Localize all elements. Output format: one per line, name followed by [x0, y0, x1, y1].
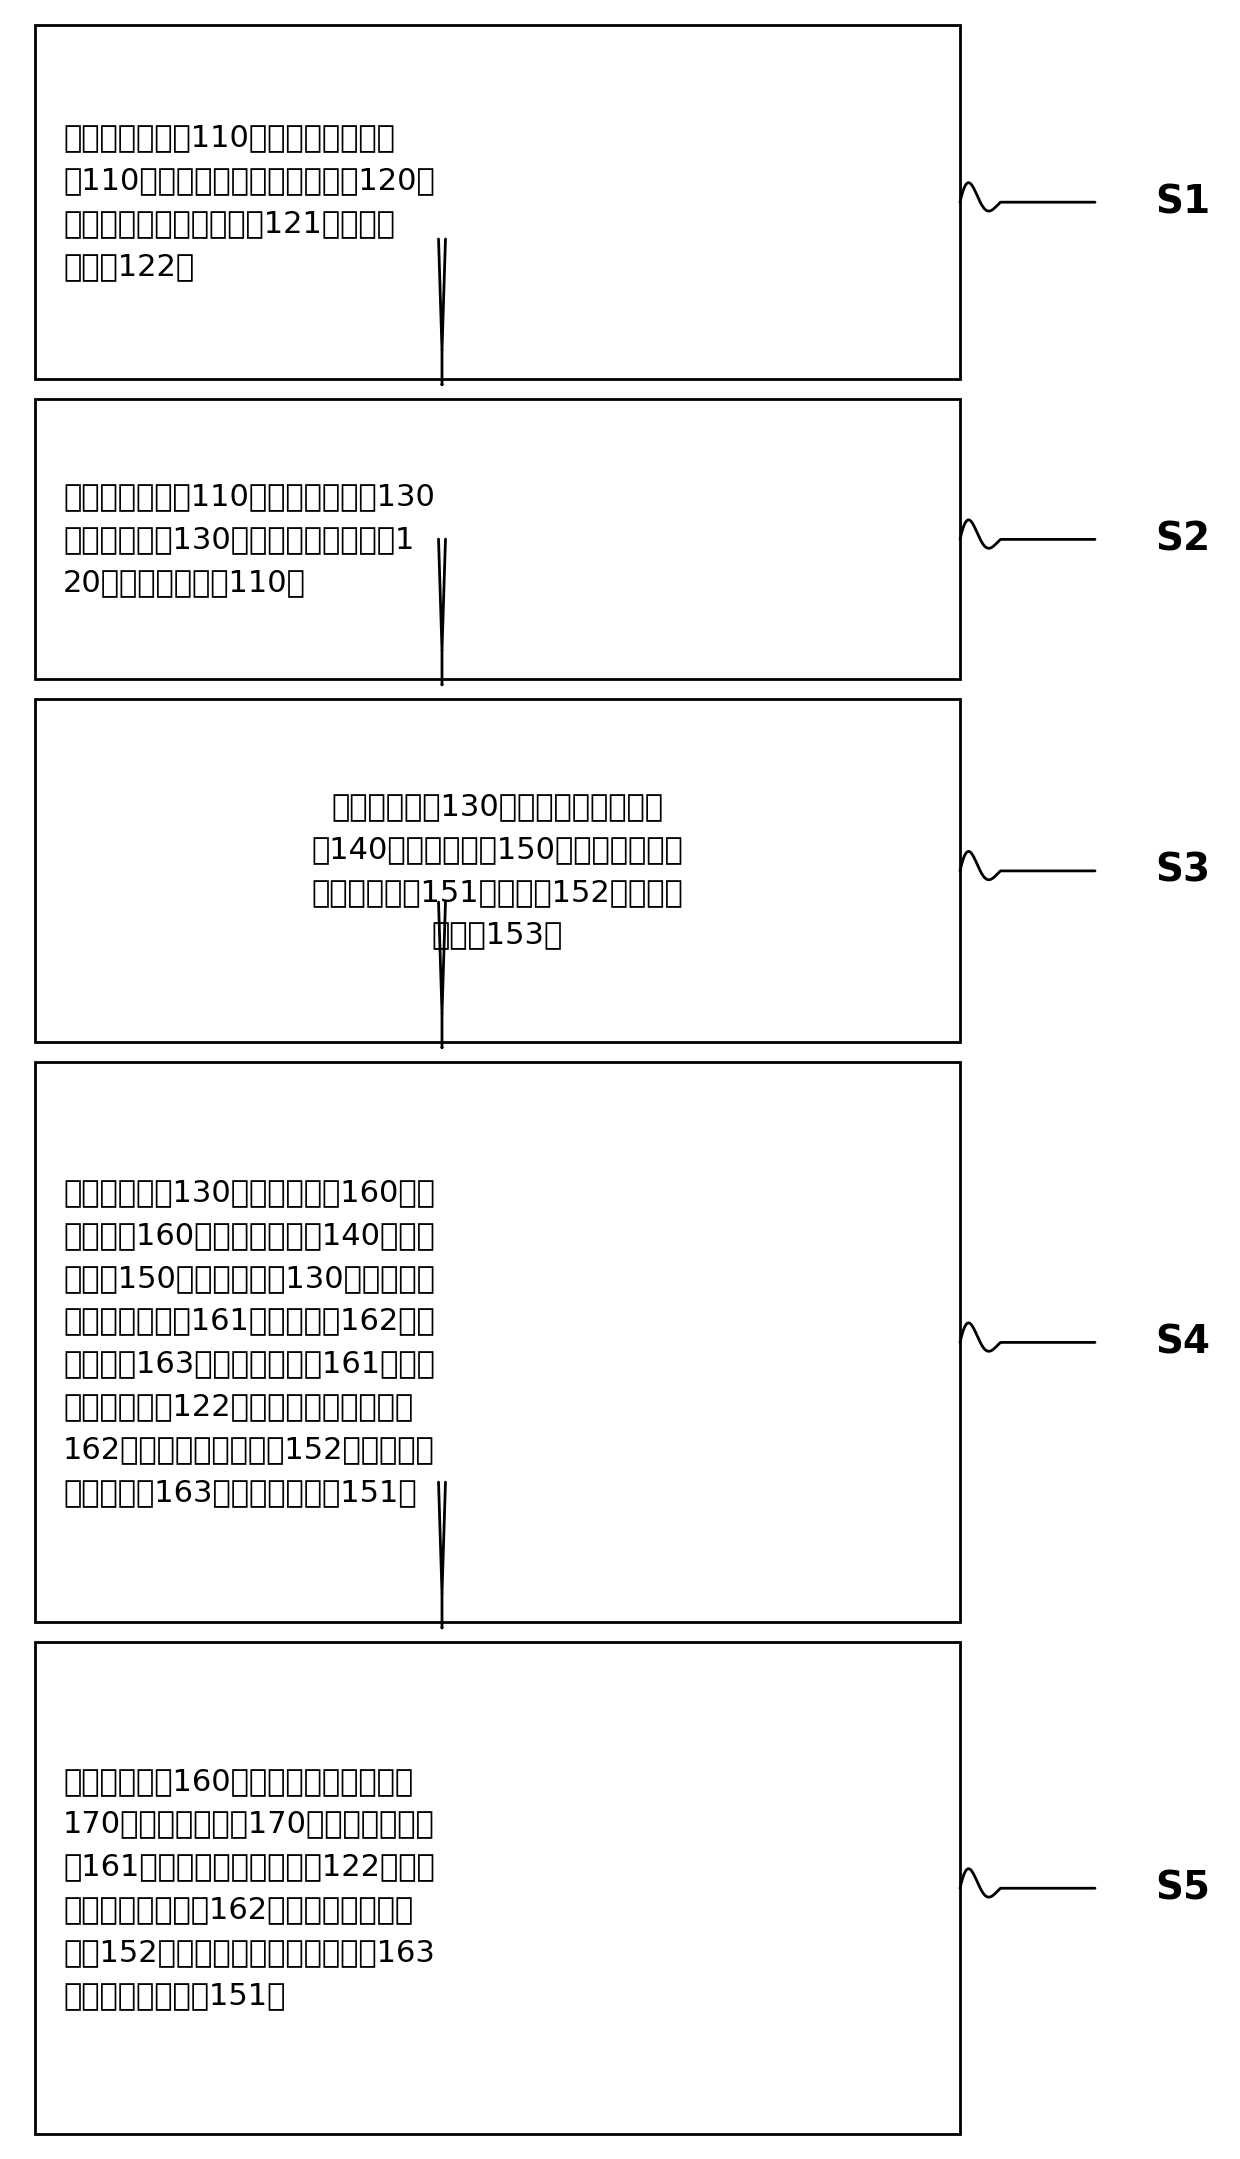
- Text: 在所述绝缘层130上形成平坦层160，所
述平坦层160覆盖所述有源层140、第二
金属层150及所述绝缘层130，并且图案
化形成第一过孔161、第二过孔16: 在所述绝缘层130上形成平坦层160，所 述平坦层160覆盖所述有源层140、第…: [63, 1179, 435, 1507]
- Text: S1: S1: [1154, 184, 1210, 220]
- Text: S5: S5: [1154, 1870, 1210, 1906]
- Text: 在所述平坦层160上图案化形成金属叠层
170，所述金属叠层170覆盖所述第一过
孔161暴露的所述第一搭接部122的部分
以及所述第二过孔162暴露的所述第二: 在所述平坦层160上图案化形成金属叠层 170，所述金属叠层170覆盖所述第一过…: [63, 1766, 435, 2010]
- Bar: [35, 399, 960, 680]
- Text: 在所述衬底基板110上形成一绝缘层130
，所述绝缘层130覆盖所述第一金属层1
20及所述衬底基板110；: 在所述衬底基板110上形成一绝缘层130 ，所述绝缘层130覆盖所述第一金属层1…: [63, 481, 435, 596]
- Text: S4: S4: [1154, 1323, 1210, 1362]
- Bar: [35, 700, 960, 1043]
- Text: S2: S2: [1154, 520, 1210, 559]
- Text: S3: S3: [1154, 853, 1210, 890]
- Bar: [35, 1643, 960, 2133]
- Text: 在所述绝缘层130上形成图案化的有源
层140及第二金属层150，所述第二金属
层包括焊盘区151、源漏极152以及第二
搭接部153；: 在所述绝缘层130上形成图案化的有源 层140及第二金属层150，所述第二金属 …: [311, 792, 683, 950]
- Bar: [35, 26, 960, 380]
- Text: 提供一衬底基板110，并在所述衬底基
板110上形成图案化的第一金属层120，
所述第一金属层包括栅极121以及第一
搭接部122；: 提供一衬底基板110，并在所述衬底基 板110上形成图案化的第一金属层120， …: [63, 123, 435, 281]
- Bar: [35, 1062, 960, 1621]
